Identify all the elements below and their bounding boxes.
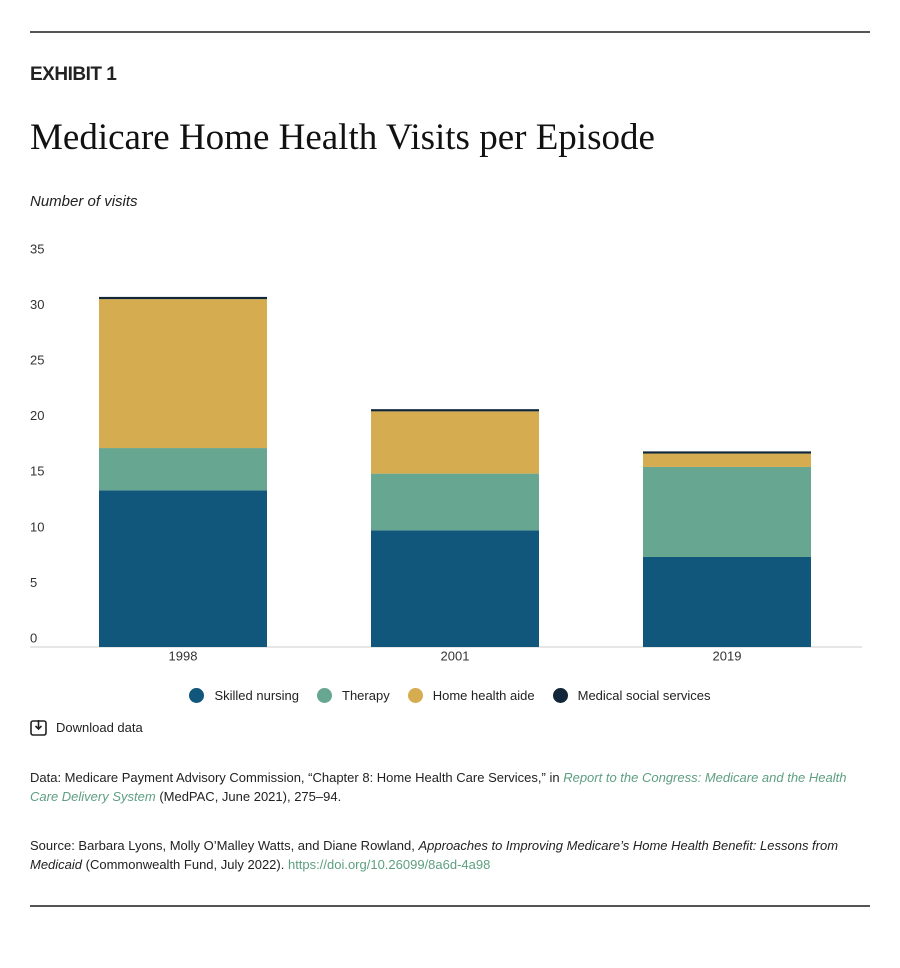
y-tick-label: 30 <box>30 297 44 312</box>
x-tick-label: 1998 <box>169 648 198 663</box>
download-button[interactable]: Download data <box>30 719 143 736</box>
bottom-rule <box>30 905 870 907</box>
note-text: (MedPAC, June 2021), 275–94. <box>155 789 342 804</box>
top-rule <box>30 31 870 33</box>
y-axis-label: Number of visits <box>30 193 138 210</box>
y-tick-label: 0 <box>30 630 37 645</box>
x-tick-label: 2019 <box>713 648 742 663</box>
x-tick-label: 2001 <box>441 648 470 663</box>
note-link[interactable]: https://doi.org/10.26099/8a6d-4a98 <box>287 857 491 872</box>
note-link[interactable]: Report to the Congress: Medicare and the… <box>30 770 847 804</box>
legend-swatch <box>317 688 332 703</box>
bar-segment <box>643 453 811 467</box>
y-tick-label: 10 <box>30 519 44 534</box>
note-text: Source: Barbara Lyons, Molly O’Malley Wa… <box>30 838 419 853</box>
note-text: (Commonwealth Fund, July 2022). <box>82 857 288 872</box>
legend-item: Medical social services <box>552 688 711 703</box>
y-tick-label: 5 <box>30 575 37 590</box>
bar-segment <box>643 556 811 647</box>
legend-item: Home health aide <box>407 688 535 703</box>
legend: Skilled nursing Therapy Home health aide Me… <box>0 688 900 703</box>
legend-label: Home health aide <box>432 688 535 703</box>
y-tick-label: 15 <box>30 464 44 479</box>
y-tick-label: 25 <box>30 353 44 368</box>
bar-segment <box>371 411 539 474</box>
note-text: Data: Medicare Payment Advisory Commissi… <box>30 770 564 785</box>
bar-segment <box>99 296 267 300</box>
legend-label: Skilled nursing <box>214 688 299 703</box>
legend-swatch <box>407 688 423 703</box>
bar-segment <box>643 451 811 454</box>
bar-segment <box>99 490 267 647</box>
note-title: Approaches to Improving Medicare’s Home … <box>30 838 839 872</box>
legend-label: Medical social services <box>577 688 711 703</box>
source-note: Source: Barbara Lyons, Molly O’Malley Wa… <box>30 836 875 874</box>
legend-swatch <box>552 688 568 703</box>
legend-item: Skilled nursing <box>189 688 299 703</box>
legend-item: Therapy <box>317 688 390 703</box>
y-tick-label: 35 <box>30 241 44 256</box>
data-note: Data: Medicare Payment Advisory Commissi… <box>30 768 875 806</box>
bar-segment <box>371 530 539 647</box>
bar-segment <box>371 473 539 531</box>
legend-label: Therapy <box>342 688 390 703</box>
y-tick-label: 20 <box>30 408 44 423</box>
chart-title: Medicare Home Health Visits per Episode <box>30 117 655 158</box>
download-icon <box>30 720 47 736</box>
bar-segment <box>643 466 811 557</box>
bar-segment <box>371 409 539 412</box>
legend-swatch <box>189 688 205 703</box>
bar-segment <box>99 299 267 449</box>
chart: 0 5 10 15 20 25 30 35 1998 2001 2019 <box>30 241 862 663</box>
bar-segment <box>99 448 267 491</box>
download-text[interactable]: Download data <box>56 720 143 735</box>
exhibit-label: EXHIBIT 1 <box>30 64 117 85</box>
